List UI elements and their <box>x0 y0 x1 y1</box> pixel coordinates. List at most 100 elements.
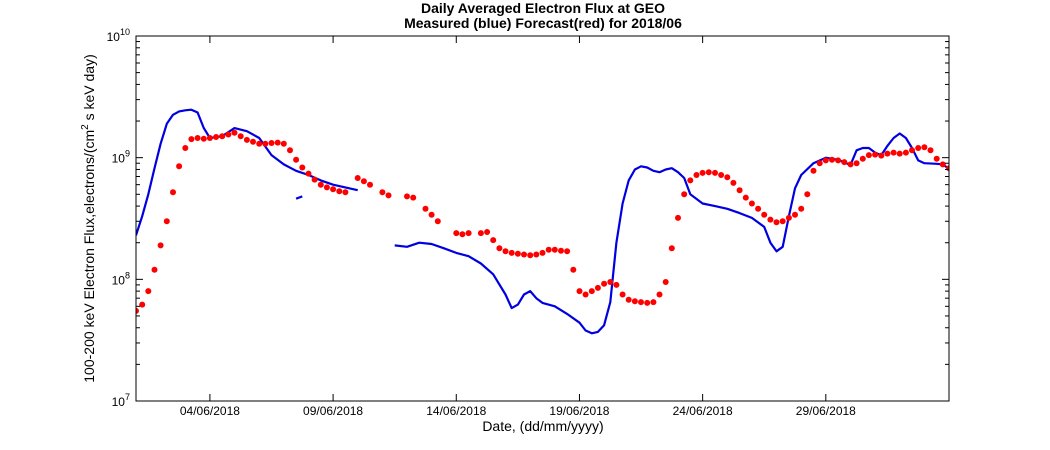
forecast-point <box>434 218 441 225</box>
forecast-point <box>477 230 484 237</box>
forecast-point <box>428 211 435 218</box>
forecast-point <box>459 231 466 238</box>
forecast-point <box>176 163 183 170</box>
x-tick-label: 29/06/2018 <box>796 404 856 418</box>
chart-title-line-1: Daily Averaged Electron Flux at GEO <box>421 0 665 16</box>
forecast-point <box>157 242 164 249</box>
forecast-point <box>742 194 749 201</box>
forecast-point <box>902 149 909 156</box>
forecast-point <box>274 139 281 146</box>
forecast-point <box>644 299 651 306</box>
forecast-point <box>514 250 521 257</box>
forecast-point <box>779 218 786 225</box>
forecast-point <box>927 147 934 154</box>
forecast-point <box>915 145 922 151</box>
forecast-point <box>194 135 201 141</box>
forecast-point <box>490 237 497 244</box>
forecast-point <box>213 134 220 140</box>
forecast-point <box>625 296 632 303</box>
forecast-point <box>601 280 608 287</box>
forecast-point <box>231 129 238 136</box>
forecast-point <box>588 288 595 295</box>
forecast-point <box>188 136 195 143</box>
forecast-point <box>983 185 989 191</box>
forecast-point <box>262 140 269 147</box>
y-axis-label: 100-200 keV Electron Flux,electrons/(cm2… <box>80 54 97 382</box>
forecast-point <box>1001 193 1007 199</box>
forecast-point <box>810 167 817 174</box>
forecast-point <box>564 248 571 255</box>
forecast-point <box>638 299 644 306</box>
forecast-point <box>816 160 823 167</box>
forecast-point <box>736 187 743 194</box>
forecast-point <box>342 189 349 196</box>
forecast-point <box>693 172 700 178</box>
forecast-point <box>785 214 792 221</box>
y-tick-label: 109 <box>112 149 130 166</box>
forecast-point <box>379 189 386 196</box>
forecast-point <box>748 200 755 207</box>
forecast-point <box>139 301 146 308</box>
forecast-point <box>200 135 207 142</box>
forecast-point <box>250 138 256 145</box>
forecast-point <box>835 157 842 164</box>
forecast-point <box>237 133 244 140</box>
plot-area <box>136 108 1014 335</box>
forecast-point <box>878 152 885 159</box>
forecast-point <box>404 193 410 200</box>
forecast-point <box>299 164 306 171</box>
forecast-point <box>909 147 915 154</box>
forecast-point <box>872 151 879 158</box>
x-tick-label: 24/06/2018 <box>673 404 733 418</box>
forecast-point <box>921 144 928 151</box>
forecast-point <box>219 133 226 140</box>
forecast-point <box>570 266 577 273</box>
forecast-point <box>533 251 540 258</box>
forecast-point <box>305 170 312 177</box>
forecast-point <box>136 307 139 314</box>
measured-series-line <box>136 108 358 236</box>
forecast-point <box>822 157 829 164</box>
forecast-point <box>730 179 737 186</box>
forecast-point <box>385 192 392 199</box>
forecast-point <box>847 161 854 168</box>
forecast-point <box>551 246 558 253</box>
forecast-point <box>705 169 712 176</box>
forecast-point <box>841 159 848 166</box>
forecast-point <box>484 229 491 235</box>
chart-title-line-2: Measured (blue) Forecast(red) for 2018/0… <box>404 15 682 31</box>
forecast-point <box>718 172 725 178</box>
forecast-point <box>712 169 718 176</box>
forecast-point <box>631 298 638 305</box>
forecast-point <box>1008 196 1014 202</box>
forecast-point <box>971 174 977 180</box>
forecast-point <box>884 150 891 157</box>
forecast-point <box>336 188 343 195</box>
forecast-point <box>656 291 663 298</box>
forecast-point <box>151 266 158 273</box>
forecast-point <box>170 189 176 196</box>
forecast-point <box>939 161 946 168</box>
x-axis: 04/06/2018 09/06/2018 14/06/2018 19/06/2018… <box>180 36 856 418</box>
forecast-point <box>613 281 620 288</box>
forecast-point <box>995 191 1001 197</box>
x-tick-label: 09/06/2018 <box>303 404 363 418</box>
forecast-point <box>755 205 762 212</box>
forecast-point <box>761 211 768 218</box>
forecast-point <box>890 149 897 156</box>
forecast-point <box>859 155 866 162</box>
forecast-point <box>798 205 805 212</box>
forecast-point <box>496 245 503 252</box>
forecast-point <box>508 249 515 256</box>
forecast-point <box>965 169 971 175</box>
forecast-point <box>206 135 213 141</box>
forecast-point <box>767 216 774 223</box>
forecast-point <box>958 168 964 174</box>
forecast-point <box>699 169 706 176</box>
forecast-point <box>662 279 669 285</box>
forecast-point <box>724 174 731 181</box>
forecast-point <box>668 245 675 252</box>
forecast-point <box>952 167 958 173</box>
forecast-point <box>268 140 275 146</box>
